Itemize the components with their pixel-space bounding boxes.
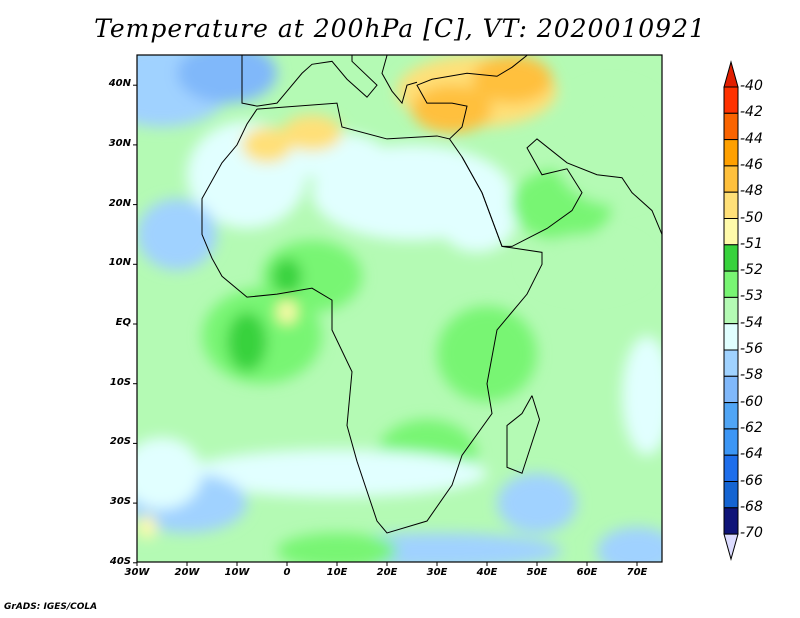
field-region: [527, 234, 647, 295]
field-region: [137, 437, 202, 510]
colorbar-segment: [723, 218, 739, 246]
lon-label: 20E: [376, 567, 398, 578]
colorbar-bottom-arrow: [723, 533, 739, 561]
colorbar-segment: [723, 454, 739, 483]
colorbar-segment: [723, 296, 739, 325]
colorbar-segment: [723, 375, 739, 404]
coastline: [416, 55, 528, 140]
colorbar-segment: [723, 507, 739, 535]
colorbar-label: -58: [740, 367, 763, 384]
field-region: [137, 198, 217, 271]
lat-label: EQ: [115, 317, 131, 328]
field-region: [437, 180, 517, 253]
field-region: [277, 532, 397, 562]
field-region: [177, 55, 277, 104]
colorbar-segment: [723, 165, 739, 193]
colorbar-label: -46: [740, 156, 763, 173]
coastlines: [201, 55, 662, 534]
colorbar-segment: [723, 86, 739, 114]
colorbar-segment: [723, 244, 739, 272]
lon-label: 30E: [426, 567, 448, 578]
colorbar: [723, 60, 739, 561]
colorbar-label: -44: [740, 130, 763, 147]
coastline: [461, 138, 662, 247]
colorbar-segment: [723, 139, 739, 167]
field-region: [472, 55, 552, 104]
colorbar-label: -56: [740, 341, 763, 357]
lat-label: 20S: [109, 436, 131, 448]
lon-label: 30W: [124, 567, 150, 578]
field-region: [227, 312, 267, 372]
coastline: [506, 395, 541, 474]
colorbar-segment: [723, 323, 739, 351]
shaded-field: [137, 55, 662, 562]
field-region: [497, 473, 577, 533]
field-region: [412, 85, 492, 133]
field-region: [597, 526, 662, 562]
colorbar-label: -42: [740, 104, 763, 121]
colorbar-segment: [723, 349, 739, 377]
lon-label: 70E: [626, 567, 648, 578]
colorbar-label: -70: [740, 525, 763, 542]
lat-label: 30N: [108, 137, 131, 149]
colorbar-segment: [723, 112, 739, 141]
lat-label: 10S: [109, 376, 131, 388]
lon-label: 10W: [224, 567, 250, 578]
colorbar-label: -66: [740, 472, 763, 489]
field-region: [272, 258, 302, 295]
credit-text: GrADS: IGES/COLA: [4, 602, 98, 612]
colorbar-label: -60: [740, 393, 763, 410]
colorbar-label: -68: [740, 498, 763, 515]
lat-label: 40N: [108, 78, 131, 90]
field-region: [187, 449, 487, 498]
colorbar-label: -50: [740, 209, 763, 226]
field-region: [552, 85, 662, 205]
colorbar-segment: [723, 191, 739, 219]
lon-label: 40E: [476, 567, 498, 578]
coastline: [241, 55, 378, 107]
colorbar-label: -51: [740, 235, 763, 252]
lon-label: 20W: [174, 567, 200, 578]
colorbar-label: -54: [740, 314, 763, 331]
map-title: Temperature at 200hPa [C], VT: 202001092…: [94, 14, 706, 43]
colorbar-label: -40: [740, 78, 763, 94]
field-region: [282, 115, 342, 151]
lon-label: 0: [283, 567, 291, 578]
field-region: [622, 335, 662, 456]
lon-label: 10E: [326, 567, 348, 578]
lon-label: 60E: [576, 567, 598, 578]
colorbar-label: -53: [740, 288, 763, 305]
coastline: [381, 55, 418, 105]
field-region: [242, 126, 292, 163]
colorbar-label: -62: [740, 419, 763, 436]
field-region: [137, 515, 157, 539]
colorbar-segment: [723, 428, 739, 456]
colorbar-label: -48: [740, 183, 763, 200]
colorbar-segment: [723, 481, 739, 509]
lat-label: 30S: [109, 496, 131, 508]
field-region: [437, 306, 537, 402]
lon-label: 50E: [526, 567, 548, 578]
colorbar-segment: [723, 402, 739, 430]
colorbar-label: -64: [740, 446, 763, 463]
lat-label: 40S: [109, 555, 131, 567]
coastline: [201, 102, 543, 534]
colorbar-segment: [723, 270, 739, 298]
field-region: [277, 300, 297, 324]
lat-label: 20N: [108, 197, 131, 209]
colorbar-top-arrow: [723, 60, 739, 88]
map-frame: [136, 54, 663, 563]
lat-label: 10N: [108, 257, 131, 269]
colorbar-label: -52: [740, 262, 763, 279]
